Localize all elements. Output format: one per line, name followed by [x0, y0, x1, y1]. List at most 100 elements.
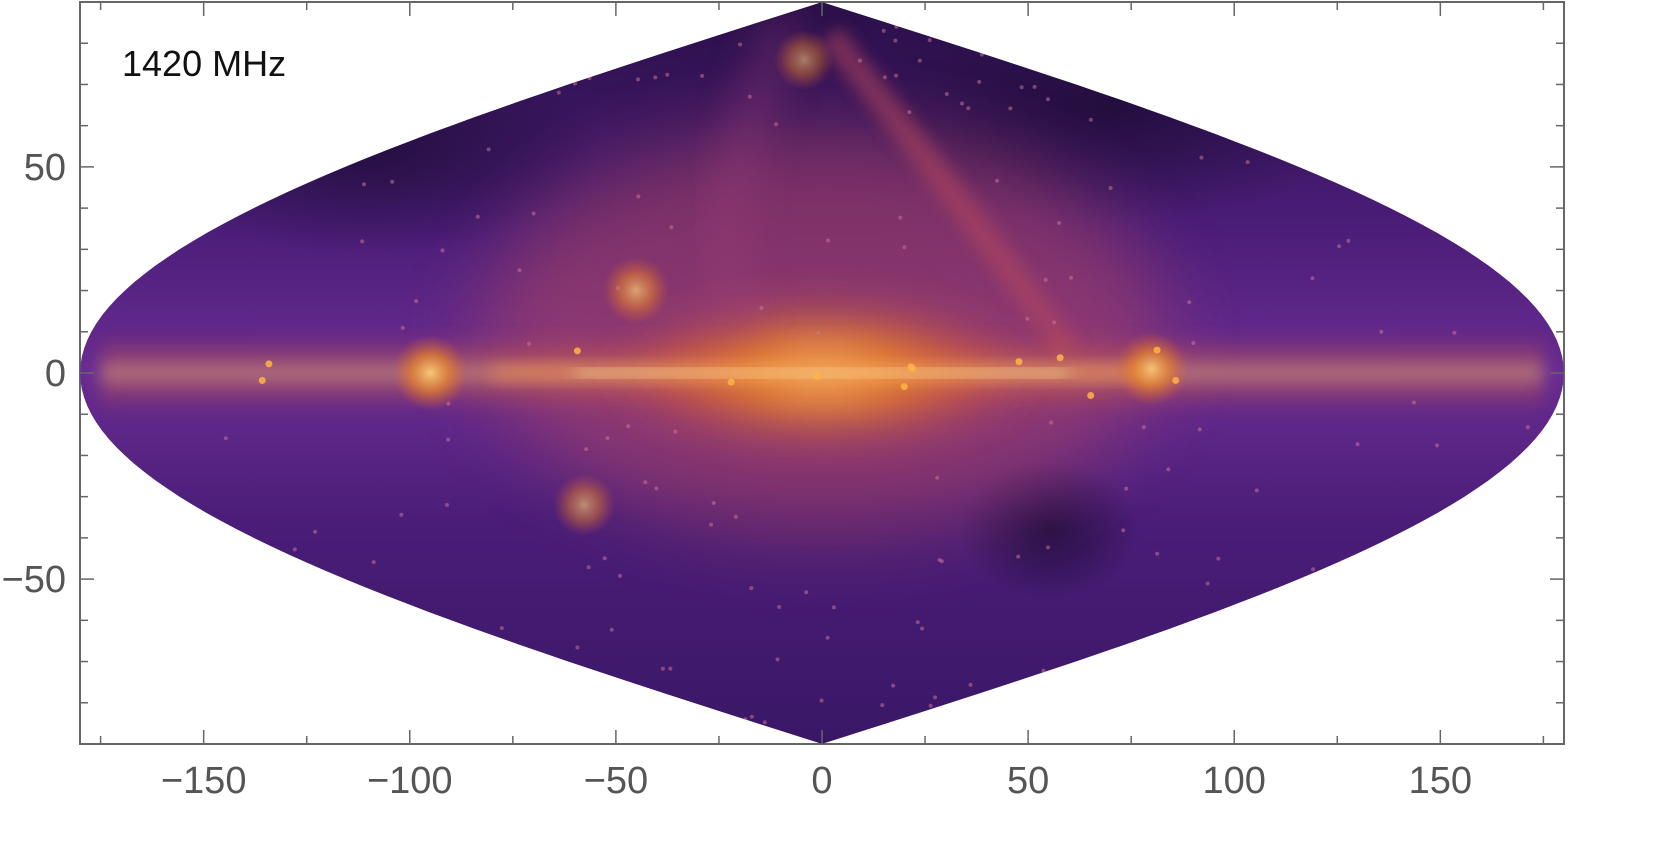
point-source: [527, 341, 532, 346]
frequency-annotation: 1420 MHz: [122, 43, 286, 84]
point-source: [711, 501, 716, 506]
x-tick-label: −50: [584, 760, 648, 802]
point-source: [1045, 545, 1050, 550]
point-source: [1052, 320, 1057, 325]
point-source: [444, 502, 449, 507]
point-source: [1452, 330, 1457, 335]
point-source: [917, 58, 922, 63]
point-source: [1087, 391, 1095, 399]
point-source: [816, 330, 821, 335]
point-source: [743, 717, 748, 722]
point-source: [902, 245, 907, 250]
point-source: [1049, 420, 1054, 425]
point-source: [1191, 340, 1196, 345]
point-source: [1108, 186, 1113, 191]
point-source: [1411, 400, 1416, 405]
point-source: [894, 73, 899, 78]
point-source: [738, 42, 743, 47]
point-source: [414, 299, 419, 304]
point-source: [1379, 329, 1384, 334]
point-source: [915, 620, 920, 625]
point-source: [1216, 556, 1221, 561]
point-source: [928, 703, 933, 708]
point-source: [660, 666, 665, 671]
point-source: [907, 110, 912, 115]
point-source: [531, 211, 536, 216]
point-source: [665, 72, 670, 77]
x-tick-label: 50: [1007, 760, 1049, 802]
radio-source: [1115, 332, 1189, 406]
point-source: [573, 347, 581, 355]
x-axis-tick-labels: −150 −100 −50 0 50 100 150: [161, 760, 1472, 802]
point-source: [749, 586, 754, 591]
point-source: [894, 24, 899, 29]
point-source: [360, 239, 365, 244]
point-source: [653, 75, 658, 80]
point-source: [1032, 84, 1037, 89]
point-source: [759, 305, 764, 310]
point-source: [440, 248, 445, 253]
point-source: [1153, 346, 1161, 354]
y-tick-label: 50: [24, 147, 66, 189]
point-source: [1141, 425, 1146, 430]
point-source: [831, 605, 836, 610]
point-source: [1015, 358, 1023, 366]
point-source: [1057, 220, 1062, 225]
x-tick-label: −150: [161, 760, 247, 802]
point-source: [1056, 354, 1064, 362]
point-source: [475, 214, 480, 219]
point-source: [1197, 427, 1202, 432]
point-source: [499, 626, 504, 631]
point-source: [775, 657, 780, 662]
y-tick-label: −50: [2, 559, 66, 601]
point-source: [390, 179, 395, 184]
point-source: [908, 364, 916, 372]
point-source: [1205, 581, 1210, 586]
point-source: [819, 698, 824, 703]
x-tick-label: 0: [811, 760, 832, 802]
point-source: [584, 447, 589, 452]
point-source: [898, 215, 903, 220]
point-source: [814, 373, 822, 381]
point-source: [575, 645, 580, 650]
point-source: [749, 714, 754, 719]
point-source: [605, 436, 610, 441]
point-source: [881, 28, 886, 33]
point-source: [1199, 155, 1204, 160]
point-source: [857, 58, 862, 63]
radio-source: [392, 335, 469, 411]
point-source: [882, 75, 887, 80]
point-source: [935, 475, 940, 480]
point-source: [920, 626, 925, 631]
point-source: [371, 560, 376, 565]
radio-source: [602, 257, 670, 324]
point-source: [399, 512, 404, 517]
point-source: [1310, 276, 1315, 281]
point-source: [616, 285, 621, 290]
point-source: [891, 683, 896, 688]
point-source: [446, 437, 451, 442]
point-source: [1311, 567, 1316, 572]
point-source: [1045, 97, 1050, 102]
point-source: [446, 401, 451, 406]
point-source: [995, 178, 1000, 183]
point-source: [573, 81, 578, 86]
point-source: [900, 383, 908, 391]
point-source: [709, 522, 714, 527]
point-source: [1355, 442, 1360, 447]
diffuse-arc: [706, 13, 807, 339]
point-source: [223, 436, 228, 441]
point-source: [727, 378, 735, 386]
north-polar-spur: [820, 26, 1080, 360]
point-source: [733, 514, 738, 519]
point-source: [265, 360, 273, 368]
point-source: [977, 79, 982, 84]
point-source: [968, 682, 973, 687]
point-source: [777, 604, 782, 609]
point-source: [774, 122, 779, 127]
point-source: [362, 182, 367, 187]
galactic-plane-core: [574, 370, 1070, 376]
point-source: [258, 377, 266, 385]
radio-source: [553, 473, 616, 537]
point-source: [643, 480, 648, 485]
